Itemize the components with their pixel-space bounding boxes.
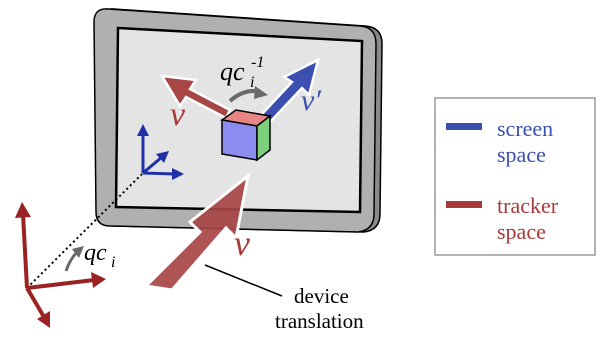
inverse-rotation-label: qc -1 i (220, 54, 264, 91)
inverse-rotation-sup: -1 (251, 54, 264, 71)
v-prime-label: v′ (301, 84, 321, 117)
legend-screen-line2: space (497, 142, 546, 167)
inverse-rotation-base: qc (220, 57, 245, 86)
v-prime-arrow (260, 57, 320, 123)
legend-tracker-line2: space (497, 219, 546, 244)
tracker-rotation-base: qc (84, 240, 107, 266)
inverse-rotation-arrow (228, 86, 268, 103)
v-arrow (159, 74, 232, 120)
annotation-pointer (204, 264, 283, 297)
screen-axes (137, 124, 184, 180)
legend-tracker-swatch (446, 201, 482, 208)
legend: screen space tracker space (434, 97, 596, 256)
cube-front-face (221, 119, 258, 161)
tracker-to-screen-dotted-line (26, 172, 144, 289)
tracker-axes (15, 202, 106, 328)
legend-screen-line1: screen (497, 116, 553, 141)
tracker-rotation-label: qc i (84, 240, 115, 271)
annotation-line1: device (294, 284, 349, 308)
cube-side-face (256, 114, 271, 162)
device-translation-arrow (142, 172, 251, 292)
annotation-line2: translation (275, 309, 364, 333)
tracker-rotation-arrow (64, 246, 84, 272)
legend-tracker-line1: tracker (497, 193, 559, 218)
v-device-label: v (234, 223, 250, 263)
tracker-rotation-sub: i (111, 254, 115, 271)
cube (220, 109, 272, 162)
legend-screen-swatch (446, 123, 482, 130)
v-label: v (170, 96, 186, 133)
inverse-rotation-sub: i (250, 74, 254, 91)
